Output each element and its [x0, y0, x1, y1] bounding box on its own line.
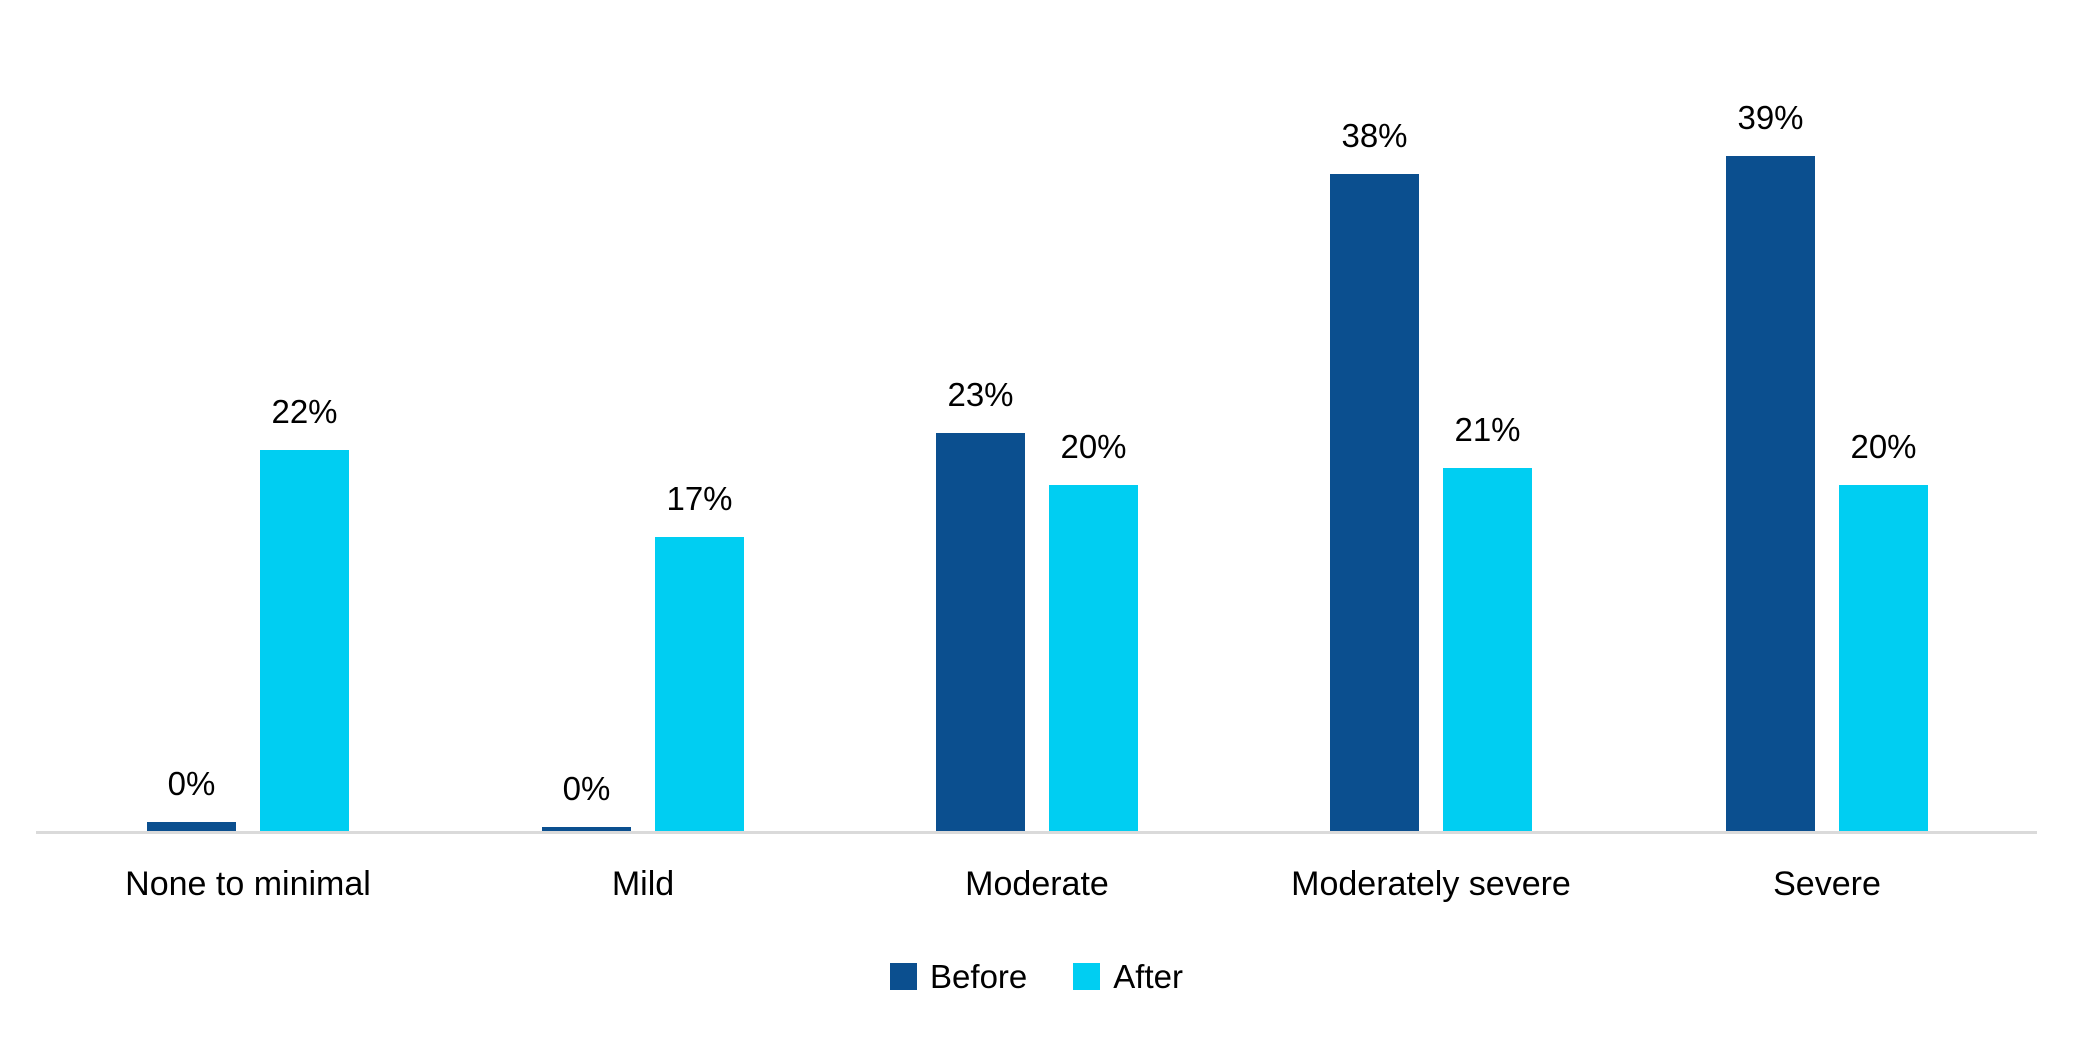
- legend: Before After: [0, 960, 2073, 993]
- bar-before-severe: [1726, 156, 1815, 831]
- value-label-after-moderately-severe: 21%: [1454, 411, 1521, 448]
- category-label-none-to-minimal: None to minimal: [125, 865, 371, 903]
- bar-before-moderate: [936, 433, 1025, 831]
- bar-before-none-to-minimal: [147, 822, 236, 831]
- legend-label-after: After: [1113, 958, 1183, 995]
- value-label-before-none-to-minimal: 0%: [167, 765, 216, 802]
- legend-label-before: Before: [930, 958, 1028, 995]
- after-series-swatch-icon: [1073, 963, 1101, 990]
- value-label-before-severe: 39%: [1737, 99, 1804, 136]
- value-label-after-severe: 20%: [1850, 428, 1917, 465]
- bar-before-mild: [542, 827, 631, 831]
- value-label-before-moderate: 23%: [947, 376, 1014, 413]
- before-series-swatch-icon: [890, 963, 918, 990]
- legend-item-before: Before: [890, 960, 1027, 993]
- bar-after-moderately-severe: [1443, 468, 1532, 831]
- x-axis-line: [36, 831, 2037, 834]
- bar-after-moderate: [1049, 485, 1138, 831]
- value-label-after-none-to-minimal: 22%: [271, 393, 338, 430]
- bar-after-mild: [655, 537, 744, 831]
- category-label-moderate: Moderate: [965, 865, 1109, 903]
- value-label-before-moderately-severe: 38%: [1341, 117, 1408, 154]
- value-label-before-mild: 0%: [562, 770, 611, 807]
- value-label-after-moderate: 20%: [1060, 428, 1127, 465]
- category-label-mild: Mild: [611, 865, 675, 903]
- value-label-after-mild: 17%: [666, 480, 733, 517]
- category-label-moderately-severe: Moderately severe: [1291, 865, 1571, 903]
- bar-before-moderately-severe: [1330, 174, 1419, 831]
- bar-after-none-to-minimal: [260, 450, 349, 831]
- bar-after-severe: [1839, 485, 1928, 831]
- category-label-severe: Severe: [1773, 865, 1881, 903]
- legend-item-after: After: [1073, 960, 1183, 993]
